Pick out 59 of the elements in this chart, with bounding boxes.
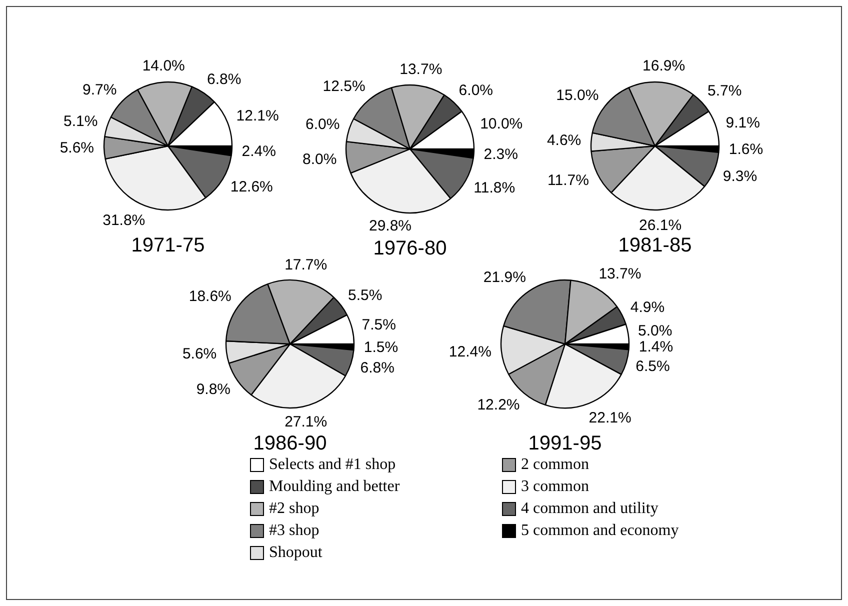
data-label: 22.1% — [588, 409, 632, 426]
data-label: 5.6% — [60, 139, 94, 156]
data-label: 10.0% — [480, 115, 523, 132]
data-label: 5.7% — [707, 82, 742, 100]
text: 1986-90 — [253, 432, 327, 455]
data-label: 17.7% — [284, 256, 328, 274]
data-label: 5.0% — [638, 322, 672, 340]
data-label: 16.9% — [642, 58, 686, 75]
data-label: 6.0% — [305, 116, 340, 134]
data-label: 12.2% — [477, 396, 520, 414]
data-label: 13.7% — [400, 60, 442, 78]
text: 1981-85 — [618, 234, 692, 257]
data-label: 12.6% — [230, 178, 273, 196]
data-label: 18.6% — [188, 288, 232, 305]
data-label: 31.8% — [102, 212, 146, 229]
data-label: 5.1% — [64, 112, 98, 130]
data-label: 12.4% — [448, 343, 492, 360]
legend-label: #2 shop — [269, 500, 320, 518]
data-label: 8.0% — [302, 150, 337, 168]
legend-label: #3 shop — [269, 522, 320, 540]
data-label: 9.7% — [82, 81, 117, 98]
data-label: 4.9% — [630, 299, 665, 316]
text: 1971-75 — [131, 234, 205, 257]
data-label: 2.4% — [242, 143, 276, 160]
legend-label: Moulding and better — [269, 478, 400, 496]
data-label: 12.5% — [322, 78, 366, 96]
data-label: 5.5% — [348, 287, 382, 304]
data-label: 9.3% — [722, 168, 758, 185]
data-label: 11.7% — [548, 172, 589, 189]
data-label: 6.8% — [207, 71, 242, 88]
legend-label: Selects and #1 shop — [269, 456, 396, 474]
data-label: 1.4% — [638, 338, 674, 356]
data-label: 11.8% — [474, 180, 516, 197]
text: 1991-95 — [528, 432, 602, 455]
data-label: 26.1% — [639, 216, 682, 234]
data-label: 27.1% — [284, 414, 328, 431]
data-label: 12.1% — [236, 107, 279, 124]
legend-label: 2 common — [521, 456, 589, 474]
data-label: 6.8% — [360, 359, 394, 376]
data-label: 5.6% — [182, 345, 217, 362]
text: 1976-80 — [373, 238, 447, 260]
data-label: 13.7% — [598, 266, 642, 283]
data-label: 29.8% — [368, 218, 412, 235]
data-label: 9.1% — [726, 114, 760, 132]
data-label: 2.3% — [484, 146, 518, 163]
data-label: 15.0% — [556, 86, 599, 104]
legend-label: 4 common and utility — [521, 500, 658, 518]
legend-label: Shopout — [269, 544, 322, 562]
data-label: 4.6% — [546, 132, 582, 150]
legend-label: 3 common — [521, 478, 589, 496]
data-label: 1.5% — [364, 338, 398, 356]
data-label: 6.5% — [636, 358, 670, 376]
data-label: 1.6% — [728, 141, 764, 158]
data-label: 6.0% — [458, 82, 494, 99]
data-label: 14.0% — [142, 57, 185, 74]
data-label: 21.9% — [483, 269, 526, 286]
data-label: 7.5% — [362, 316, 396, 334]
data-label: 9.8% — [196, 381, 231, 398]
legend-label: 5 common and economy — [521, 522, 679, 540]
